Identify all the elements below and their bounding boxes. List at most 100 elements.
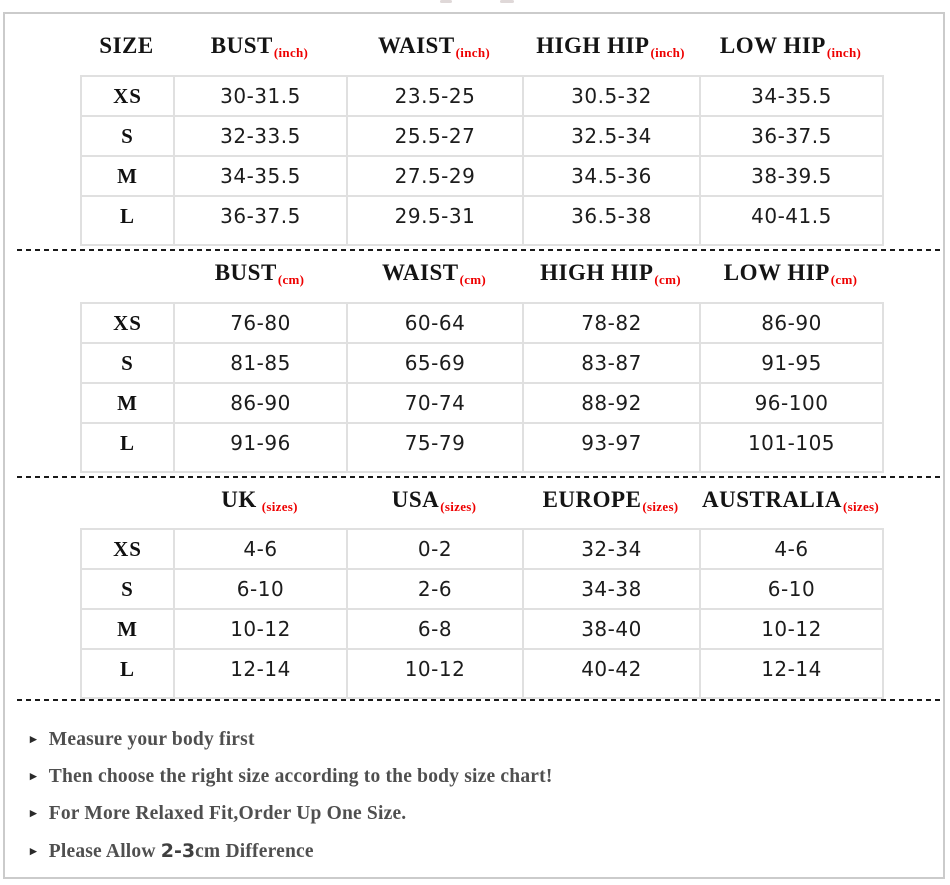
value-cell: 38-39.5 [699, 155, 884, 197]
value-cell: 32.5-34 [522, 115, 701, 157]
note-relaxed-fit: ▸ For More Relaxed Fit,Order Up One Size… [30, 803, 553, 826]
header-label: BUST [210, 33, 273, 58]
header-unit: (inch) [650, 45, 685, 60]
value-cell: 0-2 [346, 528, 524, 570]
column-header-europe: EUROPE(sizes) [522, 487, 699, 514]
note-text-suffix: cm Difference [195, 841, 314, 862]
value-cell: 75-79 [346, 422, 524, 473]
size-cell: M [80, 382, 175, 424]
value-cell: 91-96 [173, 422, 348, 473]
value-cell: 101-105 [699, 422, 884, 473]
table-row: S 32-33.5 25.5-27 32.5-34 36-37.5 [80, 115, 884, 157]
note-text: Then choose the right size according to … [48, 766, 553, 787]
value-cell: 32-33.5 [173, 115, 348, 157]
size-cell: S [80, 342, 175, 384]
value-cell: 30.5-32 [522, 75, 701, 117]
value-cell: 23.5-25 [346, 75, 524, 117]
header-unit: (inch) [273, 45, 309, 60]
note-measure-first: ▸ Measure your body first [30, 729, 553, 752]
value-cell: 2-6 [346, 568, 524, 610]
table-row: L 12-14 10-12 40-42 12-14 [80, 648, 884, 699]
note-allow-difference: ▸ Please Allow 2-3cm Difference [30, 840, 553, 864]
value-cell: 4-6 [699, 528, 884, 570]
bullet-triangle-icon: ▸ [30, 768, 37, 783]
header-label: AUSTRALIA [701, 487, 842, 512]
value-cell: 30-31.5 [173, 75, 348, 117]
size-cell: M [80, 608, 175, 650]
value-cell: 4-6 [173, 528, 348, 570]
value-cell: 78-82 [522, 302, 701, 344]
size-cell: M [80, 155, 175, 197]
cropped-top-text-remnant [440, 0, 550, 4]
table-row: S 6-10 2-6 34-38 6-10 [80, 568, 884, 610]
size-cell: S [80, 115, 175, 157]
header-unit: (cm) [830, 272, 858, 287]
table-row: XS 76-80 60-64 78-82 86-90 [80, 302, 884, 344]
value-cell: 12-14 [173, 648, 348, 699]
page-frame-border [3, 12, 945, 879]
header-row-cm: BUST(cm) WAIST(cm) HIGH HIP(cm) LOW HIP(… [80, 260, 882, 287]
header-label: EUROPE [542, 487, 642, 512]
column-header-waist-cm: WAIST(cm) [346, 260, 522, 287]
header-label: LOW HIP [719, 33, 826, 58]
dashed-divider [17, 476, 943, 478]
dashed-divider [17, 699, 943, 701]
bullet-triangle-icon: ▸ [30, 843, 37, 858]
value-cell: 34.5-36 [522, 155, 701, 197]
dashed-divider [17, 249, 943, 251]
size-cell: XS [80, 75, 175, 117]
table-row: XS 4-6 0-2 32-34 4-6 [80, 528, 884, 570]
column-header-usa: USA(sizes) [346, 487, 522, 514]
size-cell: L [80, 422, 175, 473]
column-header-size: SIZE [80, 33, 173, 59]
value-cell: 65-69 [346, 342, 524, 384]
column-header-lowhip-inch: LOW HIP(inch) [699, 33, 882, 60]
note-text: Measure your body first [48, 729, 255, 750]
column-header-bust-cm: BUST(cm) [173, 260, 346, 287]
size-cell: L [80, 648, 175, 699]
header-unit: (inch) [826, 45, 862, 60]
value-cell: 86-90 [173, 382, 348, 424]
value-cell: 40-42 [522, 648, 701, 699]
header-label: SIZE [99, 33, 154, 58]
table-row: S 81-85 65-69 83-87 91-95 [80, 342, 884, 384]
value-cell: 34-38 [522, 568, 701, 610]
note-text: For More Relaxed Fit,Order Up One Size. [48, 803, 407, 824]
value-cell: 29.5-31 [346, 195, 524, 246]
header-row-inch: SIZE BUST(inch) WAIST(inch) HIGH HIP(inc… [80, 33, 882, 60]
value-cell: 6-10 [699, 568, 884, 610]
size-cell: XS [80, 528, 175, 570]
header-unit: (cm) [459, 272, 487, 287]
value-cell: 27.5-29 [346, 155, 524, 197]
size-table-cm: XS 76-80 60-64 78-82 86-90 S 81-85 65-69… [80, 302, 884, 473]
column-header-australia: AUSTRALIA(sizes) [699, 487, 882, 514]
header-label: WAIST [378, 33, 455, 58]
value-cell: 12-14 [699, 648, 884, 699]
header-label: UK [221, 487, 257, 512]
size-cell: L [80, 195, 175, 246]
value-cell: 40-41.5 [699, 195, 884, 246]
value-cell: 76-80 [173, 302, 348, 344]
value-cell: 32-34 [522, 528, 701, 570]
size-cell: S [80, 568, 175, 610]
header-label: HIGH HIP [540, 260, 654, 285]
header-unit: (sizes) [440, 499, 477, 514]
note-text: Please Allow 2-3cm Difference [49, 840, 314, 863]
size-table-international: XS 4-6 0-2 32-34 4-6 S 6-10 2-6 34-38 6-… [80, 528, 884, 699]
value-cell: 36-37.5 [699, 115, 884, 157]
header-unit: (inch) [455, 45, 490, 60]
column-header-highhip-inch: HIGH HIP(inch) [522, 33, 699, 60]
value-cell: 83-87 [522, 342, 701, 384]
note-text-prefix: Please Allow [48, 841, 161, 862]
header-label: LOW HIP [723, 260, 830, 285]
value-cell: 70-74 [346, 382, 524, 424]
table-row: XS 30-31.5 23.5-25 30.5-32 34-35.5 [80, 75, 884, 117]
note-choose-size: ▸ Then choose the right size according t… [30, 766, 553, 789]
header-unit: (cm) [654, 272, 681, 287]
column-header-lowhip-cm: LOW HIP(cm) [699, 260, 882, 287]
table-row: M 34-35.5 27.5-29 34.5-36 38-39.5 [80, 155, 884, 197]
column-header-highhip-cm: HIGH HIP(cm) [522, 260, 699, 287]
value-cell: 36-37.5 [173, 195, 348, 246]
value-cell: 10-12 [699, 608, 884, 650]
